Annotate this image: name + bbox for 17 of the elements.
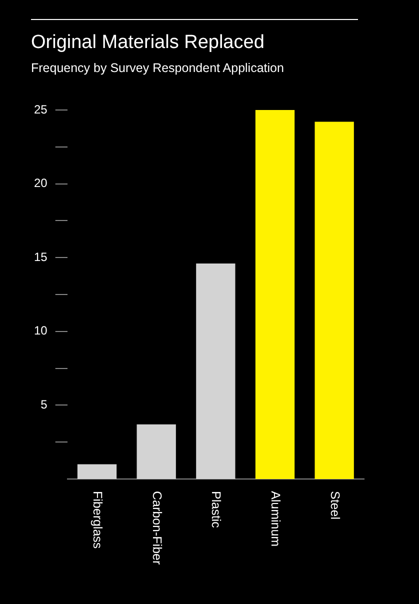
chart-subtitle: Frequency by Survey Respondent Application (31, 61, 284, 75)
chart-title: Original Materials Replaced (31, 32, 264, 54)
y-tick-label: 25 (34, 102, 48, 116)
y-tick-label: 5 (40, 398, 48, 412)
x-tick-label: Carbon-Fiber (150, 491, 164, 565)
y-tick-label: 15 (34, 250, 48, 264)
bar (196, 264, 236, 479)
bar (255, 110, 295, 479)
bar (136, 424, 176, 479)
y-tick-label: 20 (34, 176, 48, 190)
y-tick-label: 10 (34, 324, 48, 338)
x-tick-label: Plastic (209, 491, 224, 528)
bar (314, 122, 354, 479)
x-tick-label: Aluminum (268, 491, 283, 547)
bar (77, 464, 117, 479)
x-tick-label: Steel (328, 491, 342, 520)
x-tick-label: Fiberglass (90, 491, 105, 549)
